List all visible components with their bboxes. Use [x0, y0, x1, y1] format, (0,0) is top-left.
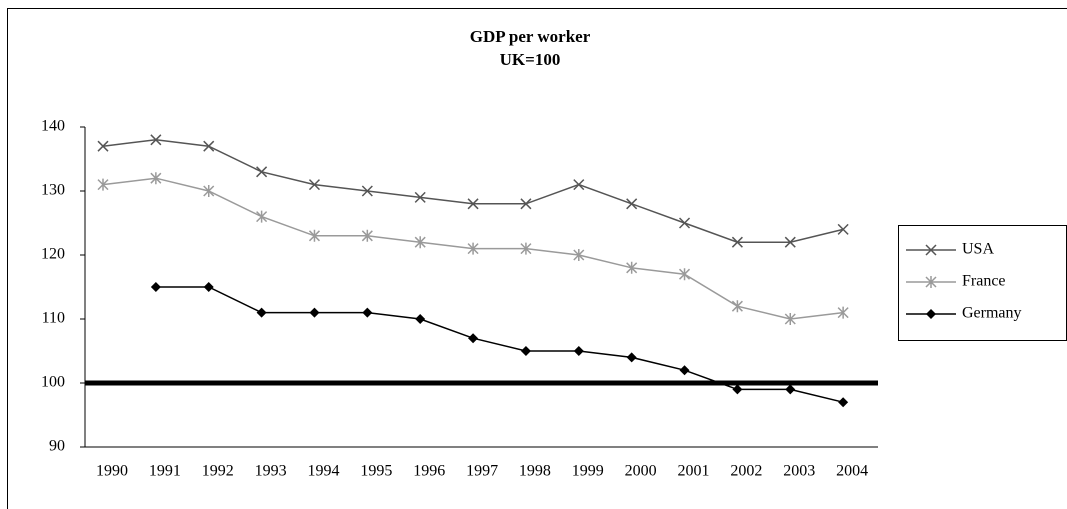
chart-title: GDP per worker [470, 27, 591, 46]
legend-label: France [962, 273, 1006, 290]
marker [203, 282, 214, 292]
marker [626, 198, 638, 210]
marker [150, 172, 162, 185]
marker [203, 140, 215, 152]
marker [573, 179, 585, 191]
marker [414, 191, 426, 203]
marker [784, 313, 796, 325]
marker [308, 179, 320, 191]
marker [838, 397, 849, 408]
x-tick-label: 1994 [307, 463, 339, 480]
chart-frame [7, 8, 1067, 509]
series-line [155, 286, 844, 403]
y-tick-label: 90 [49, 438, 65, 455]
marker [731, 236, 743, 248]
marker [679, 268, 691, 281]
marker [626, 352, 637, 363]
marker [520, 198, 532, 210]
y-tick-label: 140 [41, 118, 65, 135]
marker [520, 242, 532, 255]
marker [467, 198, 479, 210]
marker [150, 282, 161, 292]
marker [256, 210, 268, 223]
marker [784, 236, 796, 248]
y-tick-label: 110 [42, 310, 65, 327]
marker [837, 306, 849, 319]
x-tick-label: 2003 [783, 463, 815, 480]
y-tick-label: 120 [41, 246, 65, 263]
x-tick-label: 1998 [519, 463, 551, 480]
x-tick-label: 1993 [255, 463, 287, 480]
x-tick-label: 1992 [202, 463, 234, 480]
x-tick-label: 2004 [836, 463, 868, 480]
marker [925, 276, 937, 288]
marker [415, 314, 426, 324]
y-tick-label: 130 [41, 182, 65, 199]
x-tick-label: 1997 [466, 463, 498, 480]
x-tick-label: 2002 [730, 463, 762, 480]
marker [679, 217, 691, 229]
marker [467, 242, 479, 255]
marker [256, 307, 267, 318]
marker [731, 300, 743, 313]
marker [925, 244, 937, 256]
marker [414, 236, 426, 249]
x-tick-label: 1991 [149, 463, 181, 480]
marker [97, 178, 109, 191]
x-tick-label: 2000 [625, 463, 657, 480]
legend-label: Germany [962, 305, 1022, 322]
marker [150, 134, 162, 146]
marker [362, 307, 373, 318]
marker [573, 346, 584, 356]
y-tick-label: 100 [41, 374, 65, 391]
series-line [102, 139, 844, 243]
x-tick-label: 1996 [413, 463, 445, 480]
marker [520, 346, 531, 356]
chart-subtitle: UK=100 [500, 50, 561, 69]
marker [732, 384, 743, 395]
marker [256, 166, 268, 178]
marker [308, 229, 320, 242]
marker [97, 140, 109, 152]
x-tick-label: 1995 [360, 463, 392, 480]
marker [626, 261, 638, 274]
marker [203, 185, 215, 197]
marker [361, 185, 373, 197]
x-tick-label: 1999 [572, 463, 604, 480]
marker [573, 249, 585, 261]
marker [837, 223, 849, 235]
marker [468, 333, 479, 344]
marker [309, 307, 320, 318]
x-tick-label: 2001 [678, 463, 710, 480]
marker [785, 384, 796, 395]
legend-label: USA [962, 241, 994, 258]
x-tick-label: 1990 [96, 463, 128, 480]
marker [361, 229, 373, 242]
marker [679, 365, 690, 376]
marker [926, 309, 936, 319]
